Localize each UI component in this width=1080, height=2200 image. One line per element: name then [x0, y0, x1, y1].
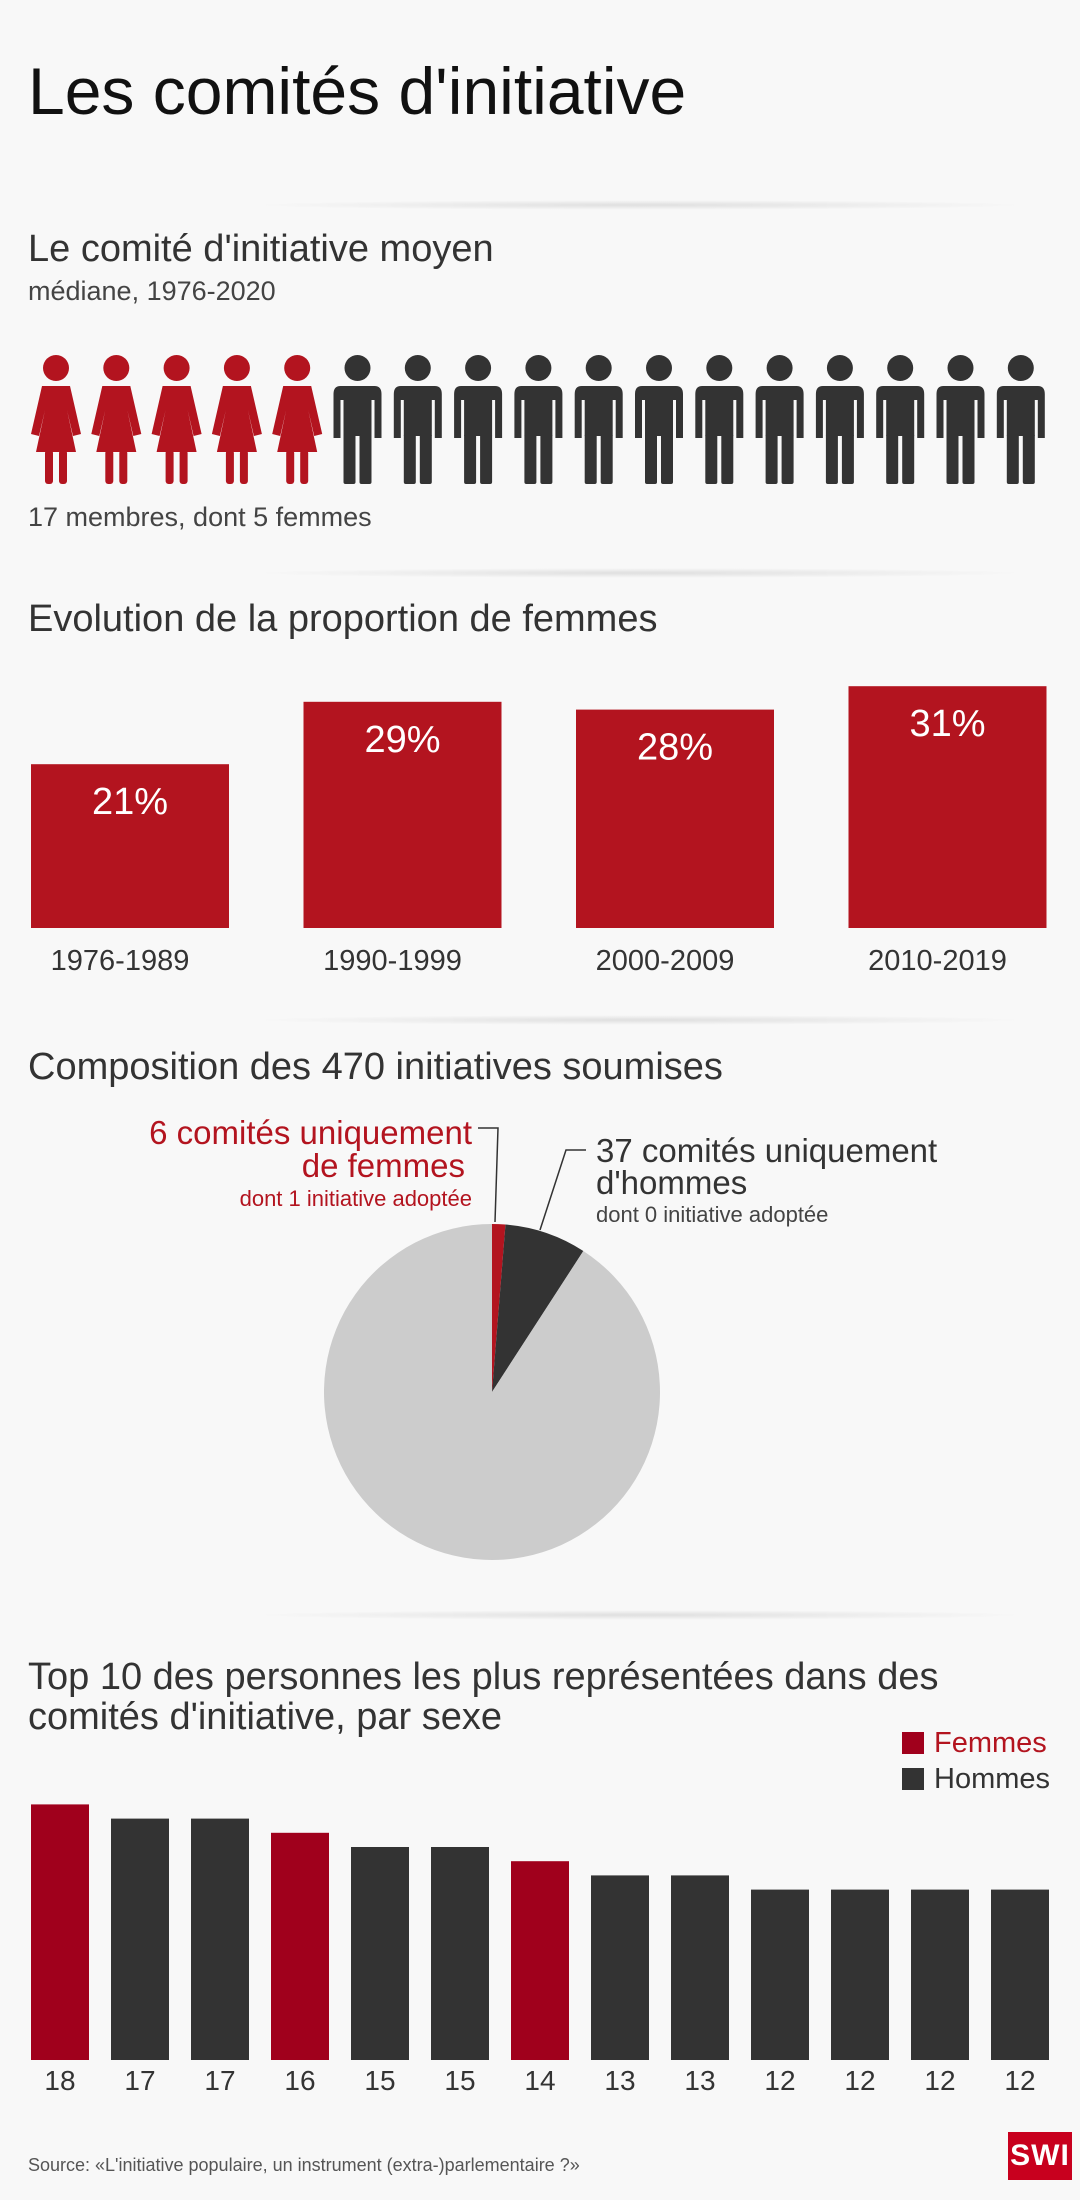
label-women-line1: 6 comités uniquement: [149, 1114, 472, 1151]
bar-men: [831, 1889, 889, 2060]
pie-slice-women: [492, 1224, 506, 1392]
man-icon: [695, 355, 744, 484]
bar-value-label: 17: [124, 2065, 155, 2096]
leader-line-men: [539, 1149, 586, 1231]
bar-men: [191, 1818, 249, 2060]
man-icon: [514, 355, 563, 484]
bar-2000-2009: [576, 709, 774, 928]
leader-line-women: [478, 1127, 499, 1223]
bar-men: [111, 1818, 169, 2060]
woman-icon: [272, 355, 323, 484]
bar-value-label: 29%: [364, 719, 440, 761]
bar-value-label: 12: [764, 2065, 795, 2096]
man-icon: [574, 355, 623, 484]
divider: [250, 200, 1030, 210]
bar-1990-1999: [303, 701, 502, 928]
man-icon: [393, 355, 442, 484]
man-icon: [755, 355, 804, 484]
label-men-line2: d'hommes: [596, 1164, 747, 1201]
category-label: 1976-1989: [51, 945, 190, 977]
bar-women: [271, 1832, 329, 2060]
bar-value-label: 15: [444, 2065, 475, 2096]
man-icon: [454, 355, 503, 484]
woman-icon: [211, 355, 262, 484]
section4-title-line2: comités d'initiative, par sexe: [28, 1696, 503, 1738]
label-men-sub: dont 0 initiative adoptée: [596, 1202, 828, 1227]
legend-label-women: Femmes: [934, 1727, 1047, 1759]
bar-men: [671, 1875, 729, 2060]
man-icon: [936, 355, 985, 484]
category-label: 1990-1999: [323, 945, 462, 977]
bar-men: [751, 1889, 809, 2060]
bar-value-label: 13: [684, 2065, 715, 2096]
swi-logo: SWI: [1008, 2132, 1072, 2180]
person-icons: [31, 355, 1045, 484]
bar-value-label: 21%: [92, 781, 168, 823]
bar-value-label: 12: [844, 2065, 875, 2096]
bar-1976-1989: [31, 764, 229, 928]
legend-swatch-women: [902, 1732, 924, 1754]
section1-subtitle: médiane, 1976-2020: [28, 276, 276, 306]
pie-slice-men: [492, 1224, 584, 1392]
section1-caption: 17 membres, dont 5 femmes: [28, 502, 372, 532]
bar-men: [991, 1889, 1049, 2060]
divider: [250, 1610, 1030, 1620]
bar-women: [511, 1861, 569, 2060]
man-icon: [876, 355, 925, 484]
section3-title: Composition des 470 initiatives soumises: [28, 1046, 723, 1088]
section2-title: Evolution de la proportion de femmes: [28, 598, 658, 640]
bar-men: [911, 1889, 969, 2060]
label-women-sub: dont 1 initiative adoptée: [240, 1186, 472, 1211]
man-icon: [996, 355, 1045, 484]
proportion-bar-chart: 21% 1976-1989 29% 1990-1999 28% 2000-2009 31% 2…: [31, 686, 1047, 977]
bar-value-label: 17: [204, 2065, 235, 2096]
bar-value-label: 31%: [909, 703, 985, 745]
label-women-line2: de femmes: [302, 1147, 465, 1184]
divider: [250, 568, 1030, 578]
woman-icon: [31, 355, 81, 484]
man-icon: [815, 355, 864, 484]
section1-title: Le comité d'initiative moyen: [28, 228, 494, 270]
source-note: Source: «L'initiative populaire, un inst…: [28, 2155, 580, 2175]
woman-icon: [91, 355, 142, 484]
bar-men: [591, 1875, 649, 2060]
bar-value-label: 18: [44, 2065, 75, 2096]
divider: [250, 1015, 1030, 1025]
woman-icon: [151, 355, 202, 484]
bar-value-label: 13: [604, 2065, 635, 2096]
bar-men: [351, 1847, 409, 2060]
bar-value-label: 12: [1004, 2065, 1035, 2096]
page-title: Les comités d'initiative: [28, 54, 687, 128]
top10-bar-chart: 18 17 17 16 15 15 14 13 13 12 12 12 12: [31, 1804, 1049, 2096]
category-label: 2010-2019: [868, 945, 1007, 977]
bar-value-label: 16: [284, 2065, 315, 2096]
category-label: 2000-2009: [596, 945, 735, 977]
pie-slice-mixed: [324, 1224, 660, 1560]
bar-value-label: 15: [364, 2065, 395, 2096]
man-icon: [333, 355, 382, 484]
bar-2010-2019: [848, 686, 1047, 928]
man-icon: [635, 355, 683, 484]
bar-value-label: 12: [924, 2065, 955, 2096]
composition-pie-chart: 6 comités uniquement de femmes dont 1 in…: [149, 1114, 937, 1560]
legend-label-men: Hommes: [934, 1763, 1051, 1795]
bar-value-label: 14: [524, 2065, 555, 2096]
label-men-line1: 37 comités uniquement: [596, 1132, 937, 1169]
bar-women: [31, 1804, 89, 2060]
bar-men: [431, 1847, 489, 2060]
legend-swatch-men: [902, 1768, 924, 1790]
bar-value-label: 28%: [637, 727, 713, 769]
section4-title-line1: Top 10 des personnes les plus représenté…: [28, 1656, 939, 1698]
